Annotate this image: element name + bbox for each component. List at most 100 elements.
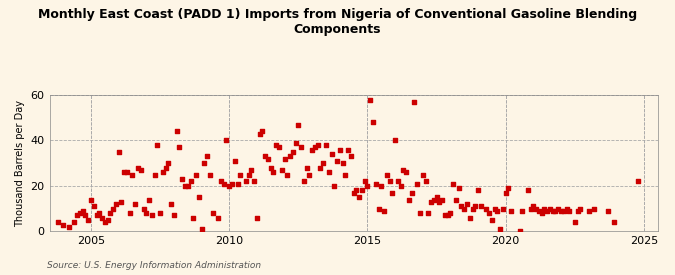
- Point: [94, 211, 105, 215]
- Point: [313, 143, 323, 147]
- Point: [119, 170, 130, 174]
- Point: [556, 209, 566, 213]
- Point: [301, 166, 312, 170]
- Point: [539, 207, 550, 211]
- Point: [420, 179, 431, 184]
- Point: [254, 131, 265, 136]
- Point: [525, 207, 536, 211]
- Point: [326, 152, 337, 156]
- Point: [387, 191, 398, 195]
- Point: [132, 166, 143, 170]
- Point: [376, 184, 387, 188]
- Point: [398, 168, 409, 172]
- Point: [459, 207, 470, 211]
- Point: [495, 227, 506, 231]
- Point: [260, 154, 271, 159]
- Point: [506, 209, 516, 213]
- Point: [306, 147, 317, 152]
- Point: [445, 211, 456, 215]
- Point: [202, 154, 213, 159]
- Point: [174, 145, 185, 150]
- Point: [533, 209, 544, 213]
- Point: [531, 207, 541, 211]
- Point: [169, 213, 180, 218]
- Point: [633, 179, 644, 184]
- Point: [310, 145, 321, 150]
- Point: [346, 154, 356, 159]
- Point: [163, 161, 174, 165]
- Point: [177, 177, 188, 181]
- Point: [362, 184, 373, 188]
- Point: [406, 191, 417, 195]
- Point: [392, 179, 403, 184]
- Point: [268, 170, 279, 174]
- Point: [409, 100, 420, 104]
- Point: [111, 202, 122, 206]
- Point: [243, 172, 254, 177]
- Point: [188, 216, 198, 220]
- Point: [373, 207, 384, 211]
- Point: [608, 220, 619, 224]
- Point: [371, 182, 381, 186]
- Point: [232, 182, 243, 186]
- Point: [246, 168, 256, 172]
- Point: [290, 141, 301, 145]
- Point: [338, 161, 348, 165]
- Point: [431, 195, 442, 199]
- Point: [365, 97, 376, 102]
- Point: [86, 197, 97, 202]
- Point: [83, 218, 94, 222]
- Point: [464, 216, 475, 220]
- Point: [414, 211, 425, 215]
- Point: [288, 150, 298, 154]
- Point: [487, 218, 497, 222]
- Point: [517, 209, 528, 213]
- Point: [282, 172, 293, 177]
- Point: [293, 122, 304, 127]
- Point: [359, 179, 370, 184]
- Point: [456, 204, 467, 208]
- Point: [321, 143, 331, 147]
- Point: [91, 213, 102, 218]
- Point: [276, 168, 287, 172]
- Point: [356, 188, 367, 193]
- Point: [343, 147, 354, 152]
- Point: [323, 170, 334, 174]
- Point: [404, 197, 414, 202]
- Point: [218, 182, 229, 186]
- Point: [462, 202, 472, 206]
- Point: [213, 216, 223, 220]
- Point: [334, 147, 345, 152]
- Point: [227, 182, 238, 186]
- Point: [401, 170, 412, 174]
- Point: [368, 120, 379, 125]
- Point: [102, 218, 113, 222]
- Point: [348, 191, 359, 195]
- Point: [141, 211, 152, 215]
- Point: [575, 207, 586, 211]
- Text: Source: U.S. Energy Information Administration: Source: U.S. Energy Information Administ…: [47, 260, 261, 270]
- Point: [304, 172, 315, 177]
- Point: [351, 188, 362, 193]
- Point: [500, 191, 511, 195]
- Point: [155, 211, 165, 215]
- Point: [550, 209, 561, 213]
- Point: [74, 211, 85, 215]
- Point: [185, 179, 196, 184]
- Point: [442, 213, 453, 218]
- Point: [475, 204, 486, 208]
- Point: [230, 159, 240, 163]
- Point: [152, 143, 163, 147]
- Point: [127, 172, 138, 177]
- Point: [450, 197, 461, 202]
- Point: [116, 200, 127, 204]
- Point: [180, 184, 190, 188]
- Point: [434, 200, 445, 204]
- Point: [396, 184, 406, 188]
- Point: [564, 209, 574, 213]
- Point: [248, 179, 259, 184]
- Point: [467, 207, 478, 211]
- Point: [583, 209, 594, 213]
- Point: [528, 204, 539, 208]
- Point: [553, 207, 564, 211]
